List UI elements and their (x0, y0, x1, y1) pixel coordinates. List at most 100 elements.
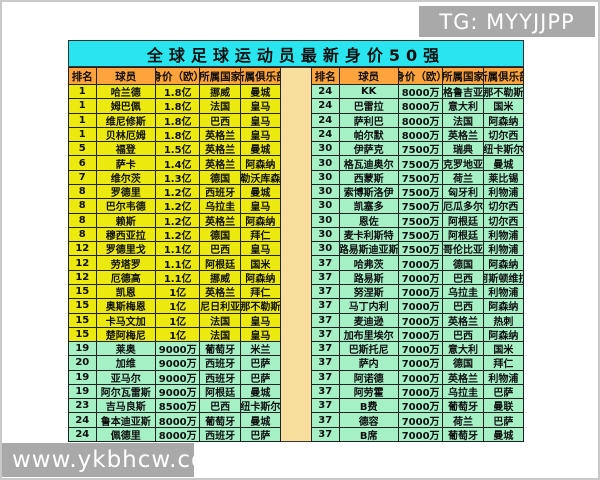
cell-club: 切尔西 (483, 127, 524, 143)
cell-country: 乌拉圭 (443, 284, 484, 300)
cell-value: 8000万 (398, 85, 444, 100)
cell-country: 德国 (443, 256, 484, 271)
cell-country: 尼日利亚 (200, 299, 241, 314)
table-row: 37 阿诺德 7000万 英格兰 利物浦 (311, 370, 524, 385)
cell-rank: 15 (69, 299, 97, 314)
cell-value: 1.2亿 (155, 184, 201, 200)
cell-rank: 37 (311, 399, 340, 414)
table-row: 19 亚马尔 9000万 西班牙 巴萨 (69, 370, 282, 385)
table-row: 37 加布里埃尔 7000万 巴西 阿森纳 (311, 327, 524, 343)
cell-rank: 30 (311, 142, 340, 157)
cell-country: 西班牙 (200, 184, 241, 200)
cell-player: 鲁本迪亚斯 (96, 413, 156, 428)
cell-player: 帕尔默 (339, 127, 399, 143)
cell-player: KK (339, 85, 399, 100)
cell-player: 莱奥 (96, 342, 156, 357)
table-row: 8 罗德里 1.2亿 西班牙 曼城 (69, 184, 282, 200)
cell-player: 卡马文加 (96, 313, 156, 328)
cell-club: 那不勒斯 (483, 85, 524, 100)
cell-rank: 30 (311, 184, 340, 200)
cell-player: 哈弗茨 (339, 256, 399, 271)
cell-player: 加布里埃尔 (339, 327, 399, 343)
cell-player: 格瓦迪奥尔 (339, 156, 399, 171)
cell-player: 路易斯 (339, 270, 399, 285)
cell-player: 萨卡 (96, 156, 156, 171)
cell-value: 1亿 (155, 299, 201, 314)
cell-rank: 24 (69, 427, 97, 443)
cell-club: 曼城 (240, 85, 282, 100)
cell-country: 德国 (200, 227, 241, 243)
cell-club: 皇马 (240, 99, 282, 114)
cell-rank: 24 (311, 113, 340, 128)
table-row: 20 加维 9000万 西班牙 巴萨 (69, 356, 282, 371)
cell-club: 国米 (483, 99, 524, 114)
cell-value: 1.4亿 (155, 156, 201, 171)
cell-rank: 37 (311, 427, 340, 443)
cell-value: 8000万 (398, 113, 444, 128)
cell-country: 荷兰 (443, 413, 484, 428)
table-row: 24 佩德里 8000万 西班牙 巴萨 (69, 427, 282, 443)
cell-player: 巴斯托尼 (339, 342, 399, 357)
cell-value: 9000万 (155, 342, 201, 357)
cell-value: 7000万 (398, 313, 444, 328)
cell-club: 纽卡斯尔 (240, 399, 282, 414)
cell-player: 哈兰德 (96, 85, 156, 100)
table-row: 30 索博斯洛伊 7500万 匈牙利 利物浦 (311, 184, 524, 200)
cell-player: 凯塞多 (339, 199, 399, 214)
cell-country: 荷兰 (443, 170, 484, 185)
cell-country: 巴西 (443, 299, 484, 314)
cell-value: 7500万 (398, 199, 444, 214)
cell-value: 1.8亿 (155, 127, 201, 143)
cell-country: 巴西 (443, 327, 484, 343)
column-header-club: 所属俱乐部 (240, 67, 282, 85)
cell-player: 麦迪逊 (339, 313, 399, 328)
table-row: 8 巴尔韦德 1.2亿 乌拉圭 皇马 (69, 199, 282, 214)
cell-value: 7000万 (398, 342, 444, 357)
cell-rank: 19 (69, 370, 97, 385)
cell-rank: 37 (311, 370, 340, 385)
cell-value: 7500万 (398, 184, 444, 200)
cell-rank: 1 (69, 127, 97, 143)
cell-country: 阿根廷 (200, 384, 241, 400)
cell-value: 7000万 (398, 427, 444, 443)
table-row: 1 姆巴佩 1.8亿 法国 皇马 (69, 99, 282, 114)
cell-value: 8000万 (398, 99, 444, 114)
cell-club: 皇马 (240, 327, 282, 343)
column-header-value: 身价（欧） (155, 67, 201, 85)
cell-rank: 15 (69, 327, 97, 343)
table-row: 30 伊萨克 7500万 瑞典 纽卡斯尔 (311, 142, 524, 157)
cell-rank: 30 (311, 199, 340, 214)
cell-club: 曼城 (240, 184, 282, 200)
cell-player: 巴雷拉 (339, 99, 399, 114)
cell-value: 7000万 (398, 413, 444, 428)
cell-club: 曼城 (483, 427, 524, 443)
cell-value: 7500万 (398, 227, 444, 243)
cell-club: 皇马 (240, 113, 282, 128)
cell-player: 阿尔瓦雷斯 (96, 384, 156, 400)
cell-value: 7000万 (398, 327, 444, 343)
cell-rank: 30 (311, 242, 340, 257)
cell-club: 热刺 (483, 313, 524, 328)
cell-club: 曼城 (240, 142, 282, 157)
cell-club: 利物浦 (483, 227, 524, 243)
cell-player: 楚阿梅尼 (96, 327, 156, 343)
cell-value: 1亿 (155, 284, 201, 300)
cell-value: 7000万 (398, 356, 444, 371)
cell-country: 英格兰 (200, 284, 241, 300)
table-row: 37 萨内 7000万 德国 拜仁 (311, 356, 524, 371)
table-row: 1 哈兰德 1.8亿 挪威 曼城 (69, 85, 282, 100)
cell-player: 阿劳霍 (339, 384, 399, 400)
cell-rank: 1 (69, 99, 97, 114)
cell-country: 葡萄牙 (200, 342, 241, 357)
table-row: 12 罗德里戈 1.1亿 巴西 皇马 (69, 242, 282, 257)
cell-club: 利物浦 (483, 242, 524, 257)
cell-value: 1亿 (155, 327, 201, 343)
cell-rank: 37 (311, 270, 340, 285)
website-watermark-text: www.ykbhcw.com (12, 447, 230, 473)
cell-rank: 30 (311, 170, 340, 185)
cell-club: 巴萨 (483, 384, 524, 400)
table-row: 24 KK 8000万 格鲁吉亚 那不勒斯 (311, 85, 524, 100)
cell-club: 切尔西 (483, 213, 524, 228)
website-watermark: www.ykbhcw.com (2, 443, 229, 477)
